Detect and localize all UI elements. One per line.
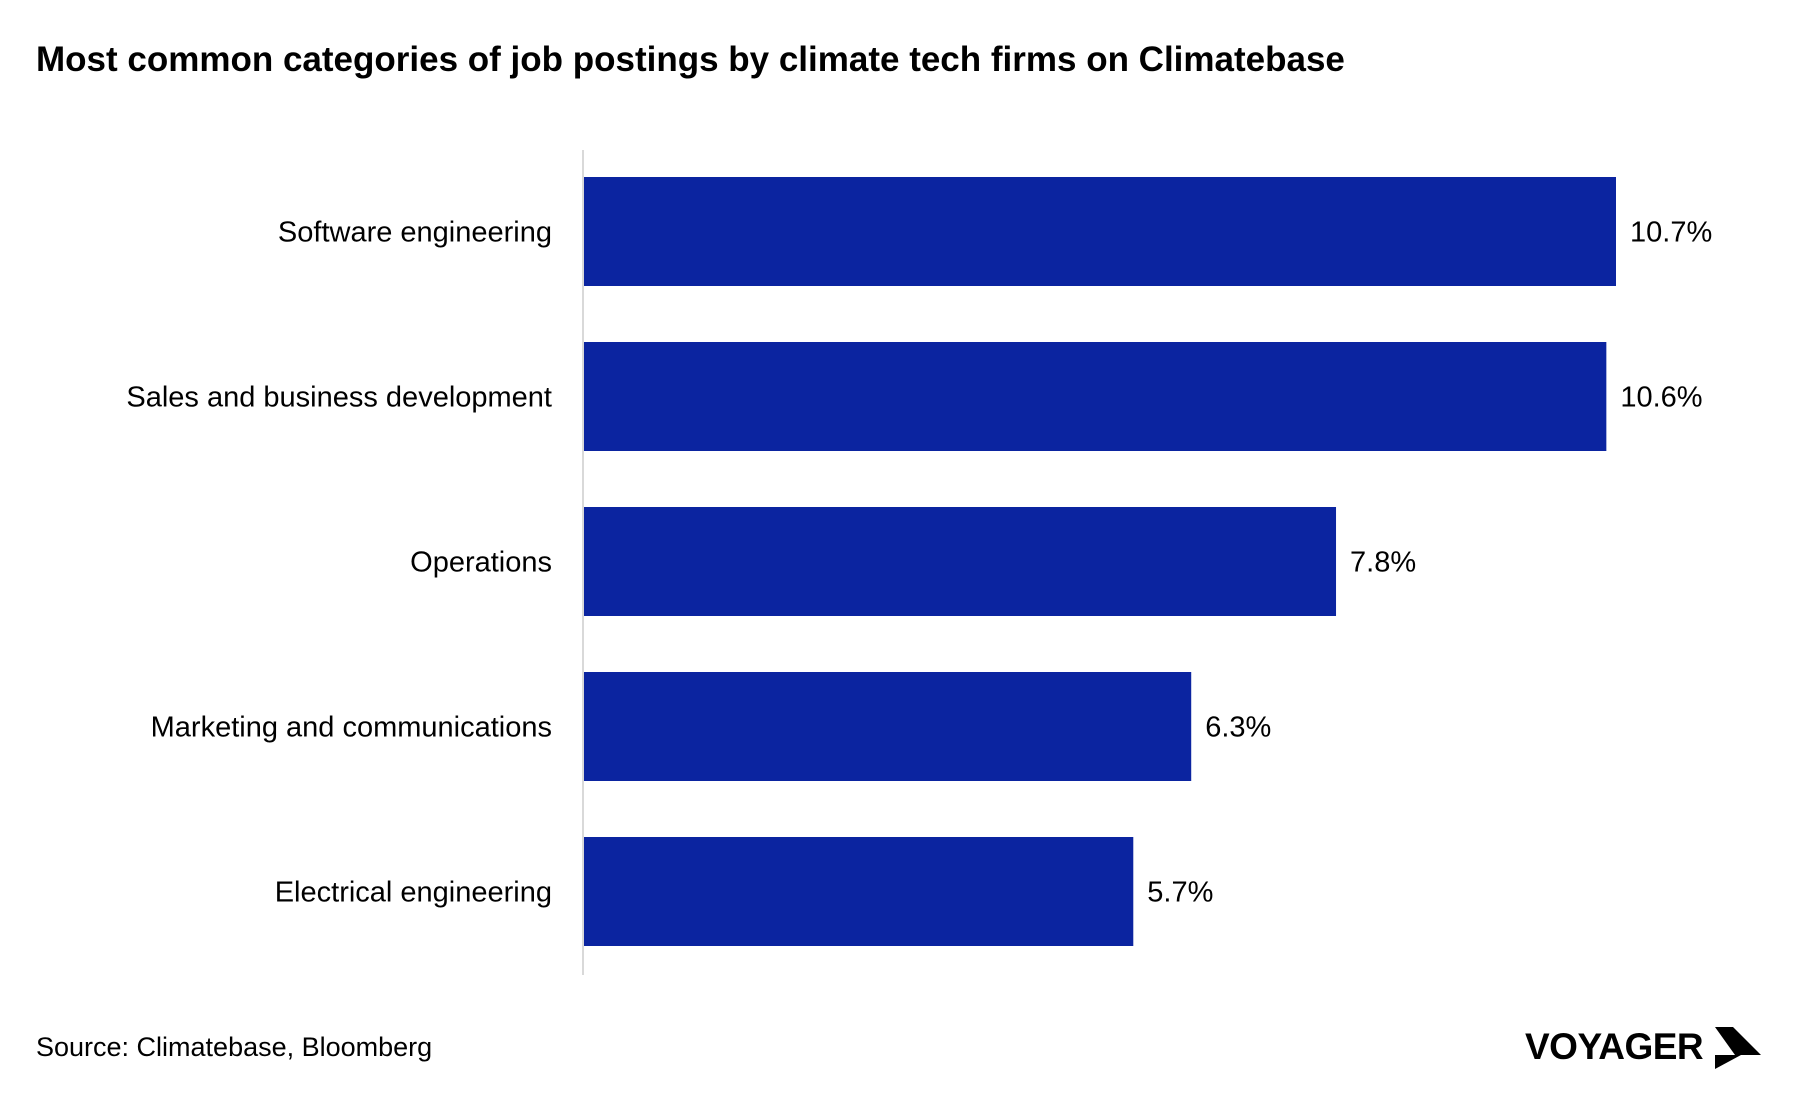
data-label: 7.8% [1350, 547, 1416, 579]
bar [583, 342, 1607, 451]
data-label: 10.7% [1630, 217, 1712, 249]
bar [583, 177, 1616, 286]
bar [583, 837, 1134, 946]
category-label: Operations [410, 547, 552, 579]
data-label: 5.7% [1147, 877, 1213, 909]
voyager-logo: VOYAGER [1525, 1025, 1765, 1069]
data-label: 6.3% [1205, 712, 1271, 744]
bar [583, 507, 1337, 616]
bar [583, 672, 1192, 781]
category-label: Marketing and communications [151, 712, 552, 744]
category-label: Electrical engineering [275, 877, 552, 909]
chart-title: Most common categories of job postings b… [36, 40, 1345, 79]
data-label: 10.6% [1620, 382, 1702, 414]
category-label: Software engineering [278, 217, 552, 249]
arrow-logo-icon [1715, 1027, 1762, 1069]
logo-text: VOYAGER [1525, 1026, 1704, 1067]
category-label: Sales and business development [126, 382, 552, 414]
source-note: Source: Climatebase, Bloomberg [36, 1032, 433, 1062]
bar-chart: Software engineering 10.7% Sales and busin… [126, 150, 1712, 975]
